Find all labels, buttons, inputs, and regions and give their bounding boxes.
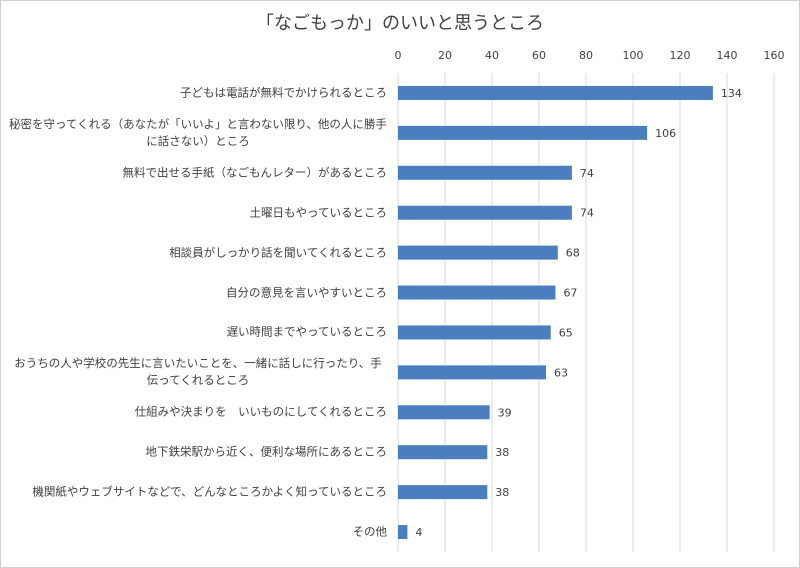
y-tick-label: 仕組みや決まりを いいものにしてくれるところ: [134, 404, 387, 419]
bar: [398, 445, 488, 460]
data-label: 67: [563, 287, 577, 300]
y-tick-label: 子どもは電話が無料でかけられるところ: [180, 85, 387, 100]
x-tick-label: 60: [532, 49, 546, 62]
y-tick-label-box: 無料で出せる手紙（なごもんレター）があるところ: [9, 164, 388, 181]
x-tick-label: 140: [717, 49, 738, 62]
bar: [398, 485, 488, 500]
y-tick-label: 秘密を守ってくれる（あなたが「いいよ」と言わない限り、他の人に勝手に話さない）と…: [9, 116, 387, 148]
x-tick-label: 120: [670, 49, 691, 62]
bar: [398, 125, 648, 140]
y-tick-label-box: 秘密を守ってくれる（あなたが「いいよ」と言わない限り、他の人に勝手に話さない）と…: [9, 116, 387, 150]
bar: [398, 205, 572, 220]
y-tick-label-box: 仕組みや決まりを いいものにしてくれるところ: [9, 404, 387, 421]
y-tick-label: 機関紙やウェブサイトなどで、どんなところかよく知っているところ: [32, 484, 387, 499]
bar: [398, 85, 713, 100]
data-label: 74: [580, 207, 594, 220]
y-tick-label: 自分の意見を言いやすいところ: [226, 285, 387, 300]
bar: [398, 525, 408, 540]
data-label: 106: [655, 127, 676, 140]
y-tick-label: おうちの人や学校の先生に言いたいことを、一緒に話しに行ったり、手伝ってくれるとこ…: [14, 356, 382, 388]
x-tick-label: 0: [395, 49, 402, 62]
data-label: 74: [580, 167, 594, 180]
y-tick-label-box: 土曜日もやっているところ: [9, 204, 387, 221]
y-tick-label-box: 相談員がしっかり話を聞いてくれるところ: [9, 244, 387, 261]
y-tick-label-box: 自分の意見を言いやすいところ: [9, 284, 387, 301]
data-label: 39: [498, 406, 512, 419]
x-tick-label: 40: [485, 49, 499, 62]
data-label: 63: [554, 366, 568, 379]
y-tick-label: その他: [352, 524, 388, 539]
data-label: 68: [566, 247, 580, 260]
bar: [398, 285, 556, 300]
data-label: 134: [721, 87, 742, 100]
y-tick-label: 相談員がしっかり話を聞いてくれるところ: [169, 245, 387, 260]
data-label: 38: [495, 486, 509, 499]
y-tick-label: 遅い時間までやっているところ: [226, 324, 387, 339]
y-tick-label-box: 地下鉄栄駅から近く、便利な場所にあるところ: [9, 444, 388, 461]
y-tick-label: 地下鉄栄駅から近く、便利な場所にあるところ: [145, 444, 388, 459]
y-tick-label: 土曜日もやっているところ: [249, 205, 387, 220]
chart-title: 「なごもっか」のいいと思うところ: [256, 13, 544, 34]
bar: [398, 325, 551, 340]
data-label: 65: [559, 326, 573, 339]
y-tick-label-box: おうちの人や学校の先生に言いたいことを、一緒に話しに行ったり、手伝ってくれるとこ…: [9, 355, 387, 389]
bar: [398, 245, 558, 260]
data-label: 4: [415, 526, 422, 539]
y-tick-label-box: その他: [9, 524, 388, 541]
bar: [398, 365, 547, 380]
x-tick-label: 100: [623, 49, 644, 62]
x-tick-label: 80: [579, 49, 593, 62]
x-tick-label: 20: [438, 49, 452, 62]
bar: [398, 405, 490, 420]
y-tick-label-box: 子どもは電話が無料でかけられるところ: [9, 84, 387, 101]
y-tick-label: 無料で出せる手紙（なごもんレター）があるところ: [122, 165, 388, 180]
y-tick-label-box: 遅い時間までやっているところ: [9, 324, 387, 341]
y-tick-label-box: 機関紙やウェブサイトなどで、どんなところかよく知っているところ: [9, 484, 387, 501]
bar: [398, 165, 572, 180]
data-label: 38: [495, 446, 509, 459]
x-tick-label: 160: [764, 49, 785, 62]
